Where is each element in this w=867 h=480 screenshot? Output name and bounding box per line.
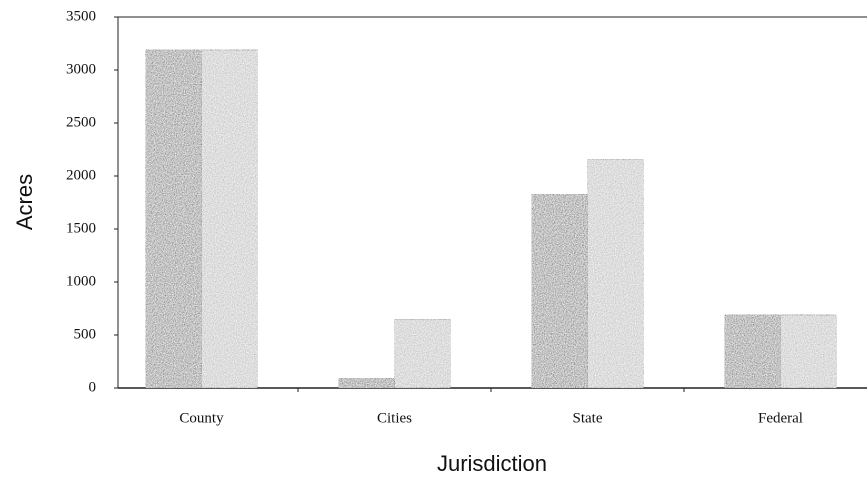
y-tick-label: 0 xyxy=(89,379,97,395)
y-tick-label: 2500 xyxy=(66,114,96,130)
y-tick-label: 1500 xyxy=(66,220,96,236)
bar xyxy=(394,318,451,389)
y-tick-label: 2000 xyxy=(66,167,96,183)
y-axis-label: Acres xyxy=(12,174,37,230)
bar xyxy=(587,158,644,389)
x-tick-label: Federal xyxy=(758,410,803,426)
bar xyxy=(531,193,588,389)
bar xyxy=(145,49,202,389)
bar xyxy=(724,314,781,389)
x-tick-label: Cities xyxy=(377,410,412,426)
bar xyxy=(780,314,837,389)
y-tick-label: 3000 xyxy=(66,61,96,77)
y-tick-label: 500 xyxy=(74,326,97,342)
bar xyxy=(338,377,395,389)
x-tick-label: State xyxy=(573,410,603,426)
bar xyxy=(201,49,258,389)
x-tick-label: County xyxy=(179,410,224,426)
y-tick-label: 1000 xyxy=(66,273,96,289)
y-tick-label: 3500 xyxy=(66,8,96,24)
x-axis-label: Jurisdiction xyxy=(437,451,547,476)
